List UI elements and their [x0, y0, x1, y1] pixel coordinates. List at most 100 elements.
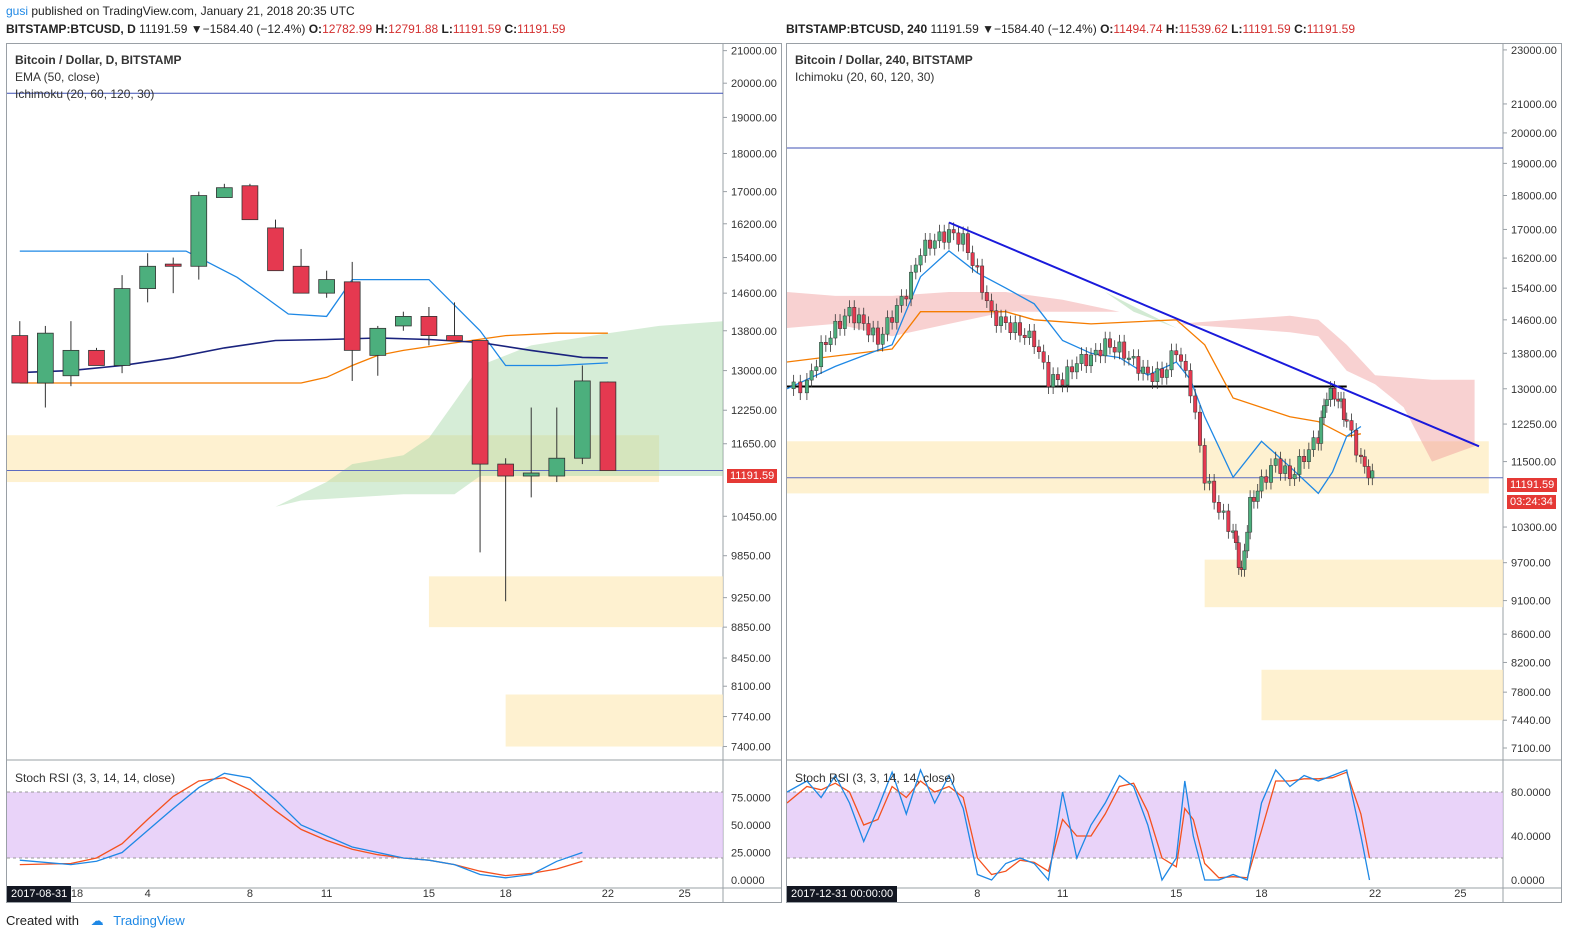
candle-body-79: [1169, 350, 1174, 371]
time-tick-label-2: 15: [1170, 888, 1182, 900]
left-change: ▼−1584.40 (−12.4%): [190, 22, 306, 36]
price-tick-label-10: 13000.00: [731, 366, 777, 378]
candle-body-86: [1202, 445, 1207, 484]
candle-body-52: [1041, 351, 1046, 363]
candle-body-47: [1018, 322, 1022, 336]
price-tick-label-13: 15400.00: [1511, 283, 1557, 295]
candle-body-3: [88, 349, 105, 366]
stoch-k-line: [787, 768, 1371, 882]
candle-body-124: [1354, 429, 1359, 456]
support-zone-2: [505, 694, 723, 747]
candle-body-98: [1248, 497, 1253, 533]
candle-body-1: [37, 332, 54, 384]
price-tick-label-19: 21000.00: [1511, 99, 1557, 111]
time-tick-label-3: 18: [1255, 888, 1267, 900]
right-change: ▼−1584.40 (−12.4%): [982, 22, 1097, 36]
time-tick-label-3: 11: [321, 888, 332, 900]
kijun-line: [19, 332, 608, 384]
ichimoku-cloud: [787, 292, 1475, 462]
candle-body-40: [984, 292, 989, 302]
footer-created: Created with: [6, 913, 79, 928]
candle-body-60: [1079, 354, 1084, 364]
stoch-tick-label-3: 75.0000: [731, 793, 771, 805]
candle-body-61: [1084, 354, 1089, 367]
tradingview-link[interactable]: TradingView: [113, 913, 185, 928]
candle-body-8: [833, 320, 838, 339]
candle-body-4: [814, 366, 819, 371]
time-tick-label-5: 18: [500, 888, 512, 900]
time-tick-label-0: 8: [974, 888, 980, 900]
right-low-label: L:: [1231, 22, 1243, 36]
price-tick-label-0: 7100.00: [1511, 743, 1551, 755]
candle-body-35: [961, 233, 966, 245]
candle-body-103: [1269, 465, 1273, 483]
candle-body-2: [804, 379, 809, 394]
price-tick-label-13: 15400.00: [731, 253, 777, 265]
candle-body-11: [292, 265, 310, 294]
candle-body-81: [1179, 354, 1183, 362]
candle-body-42: [994, 310, 999, 326]
price-tick-label-3: 8450.00: [731, 653, 771, 665]
candle-body-5: [139, 265, 156, 290]
candle-body-104: [1273, 458, 1278, 466]
candle-body-66: [1108, 338, 1112, 348]
price-tick-label-15: 17000.00: [1511, 224, 1557, 236]
candle-body-28: [928, 239, 932, 249]
stoch-tick-label-1: 40.0000: [1511, 831, 1551, 843]
candle-body-5: [819, 342, 824, 368]
candle-body-15: [395, 316, 412, 327]
candle-body-127: [1366, 466, 1371, 479]
candle-body-55: [1055, 374, 1060, 380]
candle-body-12: [852, 307, 857, 324]
candle-body-22: [899, 296, 904, 306]
candle-body-72: [1136, 356, 1141, 374]
candle-body-112: [1311, 437, 1316, 450]
candle-body-20: [890, 317, 895, 323]
candle-body-9: [838, 320, 842, 329]
price-tick-label-6: 9850.00: [731, 551, 771, 563]
ichimoku-cloud-green: [1105, 292, 1177, 328]
right-open-label: O:: [1100, 22, 1114, 36]
left-chart-panel[interactable]: 7400.00 7740.00 8100.00 8450.00 8850.00 9250.…: [6, 43, 782, 903]
candle-body-10: [267, 227, 284, 272]
author-link[interactable]: gusi: [6, 4, 29, 18]
stoch-tick-label-1: 25.0000: [731, 848, 771, 860]
price-tick-label-5: 9100.00: [1511, 596, 1551, 608]
right-open: 11494.74: [1113, 22, 1163, 36]
right-price-tag: 11191.59: [1507, 478, 1558, 492]
candle-body-111: [1306, 449, 1311, 462]
time-tick-label-7: 25: [679, 888, 691, 900]
right-chart-panel[interactable]: 7100.00 7440.00 7800.00 8200.00 8600.00 9100.…: [786, 43, 1562, 903]
candle-body-118: [1332, 387, 1337, 400]
kijun-line: [787, 311, 1362, 437]
price-tick-label-4: 8850.00: [731, 622, 771, 634]
candle-body-29: [932, 240, 937, 249]
candle-body-24: [909, 271, 914, 300]
support-zone-2: [1261, 669, 1503, 721]
candle-body-87: [1207, 480, 1212, 484]
candle-body-100: [1255, 490, 1260, 502]
candle-body-17: [446, 335, 463, 341]
left-open-label: O:: [308, 22, 323, 36]
price-tick-label-16: 18000.00: [1511, 190, 1557, 202]
right-chart-svg[interactable]: 7100.00 7440.00 7800.00 8200.00 8600.00 9100.…: [787, 44, 1561, 902]
left-last-price: 11191.59: [139, 22, 188, 36]
candle-body-46: [1013, 322, 1018, 333]
right-last-price: 11191.59: [930, 22, 979, 36]
candle-body-21: [894, 305, 899, 323]
candle-body-2: [62, 349, 80, 377]
price-tick-label-12: 14600.00: [731, 288, 777, 300]
price-tick-label-16: 18000.00: [731, 148, 777, 160]
right-symbol: BITSTAMP:BTCUSD, 240: [786, 22, 928, 36]
left-chart-svg[interactable]: 7400.00 7740.00 8100.00 8450.00 8850.00 9250.…: [7, 44, 781, 902]
candle-body-68: [1117, 341, 1122, 353]
price-tick-label-0: 7400.00: [731, 742, 771, 754]
left-open: 12782.99: [322, 22, 373, 36]
candle-body-45: [1008, 322, 1013, 333]
candle-body-32: [947, 229, 951, 243]
candle-body-18: [471, 340, 489, 465]
time-tick-label-1: 11: [1057, 888, 1068, 900]
candle-body-13: [343, 281, 361, 351]
candle-body-69: [1122, 341, 1127, 359]
candle-body-78: [1164, 369, 1169, 378]
